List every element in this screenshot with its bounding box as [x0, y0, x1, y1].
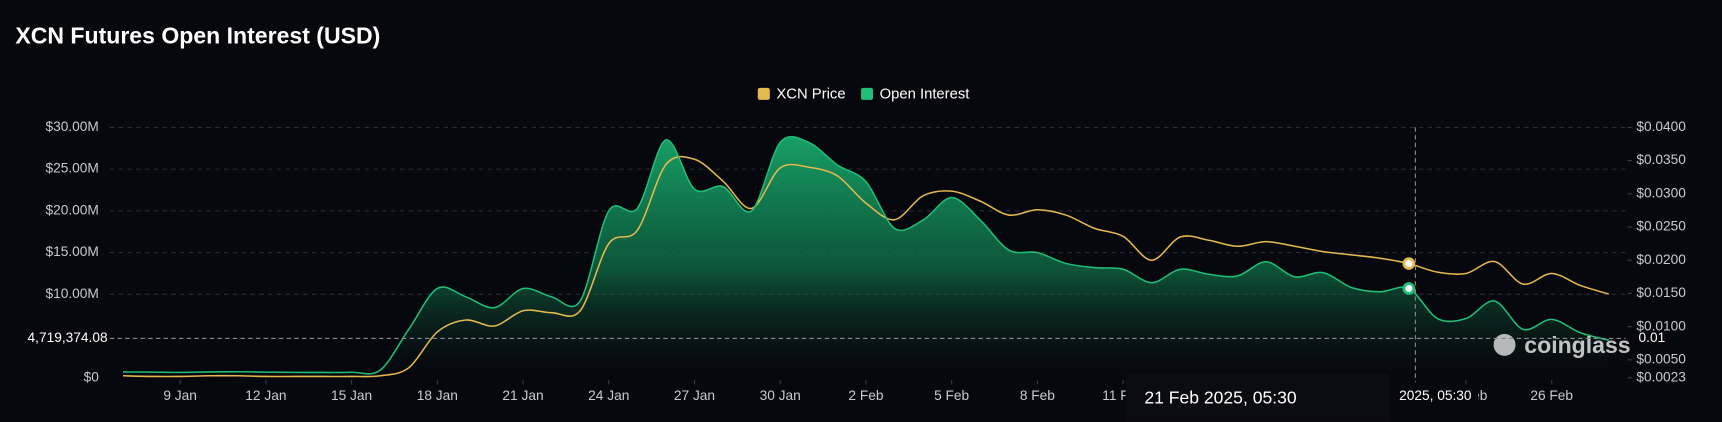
y2-tick-label: $0.0200 [1636, 252, 1686, 267]
x-tick-label: 9 Jan [163, 388, 197, 403]
legend-swatch [860, 87, 874, 100]
y2-tick-label: $0.0023 [1636, 369, 1686, 384]
tooltip-title: 21 Feb 2025, 05:30 [1144, 387, 1297, 407]
x-tick-label: 8 Feb [1020, 388, 1055, 403]
y-tick-label: $20.00M [45, 202, 98, 217]
crosshair-y-label: 4,719,374.08 [28, 330, 108, 345]
watermark: coinglass [1493, 332, 1631, 358]
y-tick-label: $0 [84, 369, 100, 384]
y2-tick-label: $0.0300 [1636, 185, 1686, 200]
x-tick-label: 18 Jan [417, 388, 458, 403]
y2-tick-label: $0.0100 [1636, 318, 1686, 333]
crosshair-point [1402, 257, 1416, 270]
x-tick-label: 15 Jan [331, 388, 372, 403]
y-tick-label: $10.00M [45, 286, 98, 301]
y-tick-label: $30.00M [45, 119, 98, 134]
crosshair-x-box [1390, 384, 1479, 409]
y2-tick-label: $0.0400 [1636, 119, 1686, 134]
oi-line [122, 135, 1610, 375]
legend-label: Open Interest [880, 86, 970, 102]
x-tick-label: 12 Jan [245, 388, 286, 403]
x-tick-label: 27 Jan [674, 388, 715, 403]
price-line [122, 155, 1610, 378]
x-tick-label: 24 Jan [588, 388, 629, 403]
y-tick-label: $15.00M [45, 244, 98, 259]
crosshair-point [1402, 282, 1416, 295]
legend-swatch [757, 87, 770, 100]
watermark-text: coinglass [1524, 332, 1630, 358]
y-tick-label: $25.00M [45, 161, 98, 176]
oi-area [122, 136, 1609, 378]
tooltip-box [1125, 373, 1390, 422]
y2-tick-label: $0.0350 [1636, 152, 1686, 167]
chart-title: XCN Futures Open Interest (USD) [15, 22, 380, 48]
x-tick-label: 5 Feb [934, 388, 969, 403]
x-tick-label: 21 Jan [502, 388, 543, 403]
x-tick-label: 2 Feb [848, 388, 883, 403]
x-tick-label: 30 Jan [760, 388, 801, 403]
y2-tick-label: $0.0050 [1636, 351, 1686, 366]
y2-tick-label: $0.0150 [1636, 285, 1686, 300]
x-tick-label: 26 Feb [1530, 388, 1573, 403]
watermark-icon [1493, 333, 1516, 356]
chart-body: XCN Futures Open Interest (USD) $0 $10.00… [15, 22, 1686, 422]
y2-tick-label: $0.0250 [1636, 219, 1686, 234]
legend-label: XCN Price [776, 86, 845, 102]
crosshair-y2-label: 0.01 [1639, 330, 1666, 345]
crosshair-x-axis-label: 2025, 05:30 [1399, 388, 1472, 403]
